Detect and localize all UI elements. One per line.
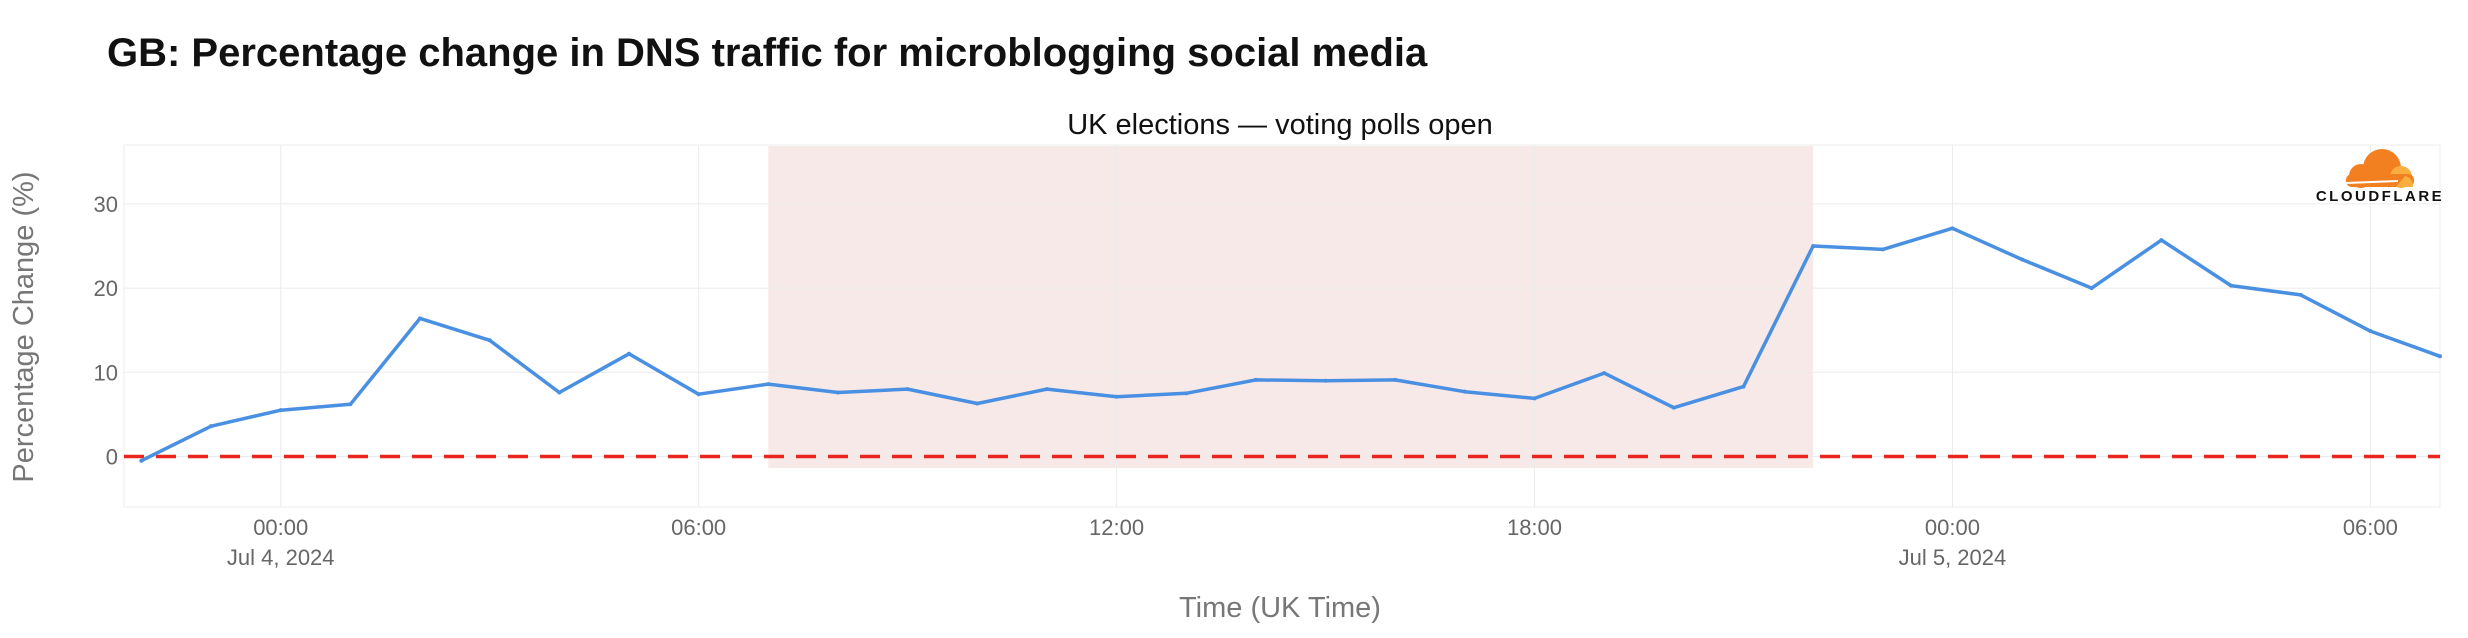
data-point bbox=[1602, 371, 1607, 376]
x-tick-date-label: Jul 5, 2024 bbox=[1899, 545, 2007, 570]
data-point bbox=[1880, 247, 1885, 252]
x-tick-label: 00:00 bbox=[253, 515, 308, 540]
x-tick-label: 00:00 bbox=[1925, 515, 1980, 540]
data-point bbox=[139, 458, 144, 463]
series-line bbox=[139, 226, 2442, 463]
x-tick-label: 18:00 bbox=[1507, 515, 1562, 540]
data-point bbox=[766, 382, 771, 387]
data-point bbox=[2298, 292, 2303, 297]
chart-title: GB: Percentage change in DNS traffic for… bbox=[107, 31, 1428, 75]
data-point bbox=[278, 408, 283, 413]
data-point bbox=[835, 390, 840, 395]
data-point bbox=[2229, 283, 2234, 288]
data-point bbox=[487, 338, 492, 343]
y-tick-label: 30 bbox=[94, 192, 118, 217]
data-point bbox=[2020, 257, 2025, 262]
y-tick-label: 10 bbox=[94, 360, 118, 385]
data-point bbox=[2438, 354, 2442, 359]
data-point bbox=[2159, 238, 2164, 243]
series-points bbox=[139, 226, 2442, 463]
data-point bbox=[418, 316, 423, 321]
y-tick-label: 0 bbox=[106, 444, 118, 469]
x-tick-label: 06:00 bbox=[671, 515, 726, 540]
data-point bbox=[1462, 389, 1467, 394]
data-point bbox=[1323, 378, 1328, 383]
data-point bbox=[348, 402, 353, 407]
data-point bbox=[626, 351, 631, 356]
data-point bbox=[905, 387, 910, 392]
cloudflare-wordmark: CLOUDFLARE bbox=[2316, 188, 2444, 205]
polls-open-shaded-region bbox=[768, 146, 1814, 468]
data-point bbox=[2089, 286, 2094, 291]
data-point bbox=[1811, 244, 1816, 249]
data-point bbox=[975, 401, 980, 406]
cloud-icon bbox=[2345, 149, 2414, 188]
x-axis-title: Time (UK Time) bbox=[1179, 592, 1381, 624]
data-point bbox=[696, 392, 701, 397]
data-point bbox=[1671, 405, 1676, 410]
y-axis-ticks: 0 10 20 30 bbox=[94, 192, 118, 470]
data-point bbox=[557, 390, 562, 395]
data-point bbox=[1741, 384, 1746, 389]
data-point bbox=[209, 424, 214, 429]
data-point bbox=[1950, 226, 1955, 231]
plot-area bbox=[123, 144, 2442, 508]
data-point bbox=[1532, 396, 1537, 401]
data-point bbox=[1044, 387, 1049, 392]
data-point bbox=[2368, 329, 2373, 334]
data-point bbox=[1393, 377, 1398, 382]
data-point bbox=[1253, 377, 1258, 382]
x-tick-label: 12:00 bbox=[1089, 515, 1144, 540]
x-tick-label: 06:00 bbox=[2343, 515, 2398, 540]
chart-subtitle: UK elections — voting polls open bbox=[1067, 109, 1493, 141]
data-point bbox=[1114, 394, 1119, 399]
x-axis-ticks: 00:00 Jul 4, 2024 06:00 12:00 18:00 00:00 Jul … bbox=[227, 515, 2398, 570]
data-point bbox=[1184, 391, 1189, 396]
x-tick-date-label: Jul 4, 2024 bbox=[227, 545, 335, 570]
y-axis-title: Percentage Change (%) bbox=[8, 171, 40, 482]
cloudflare-logo: CLOUDFLARE bbox=[2316, 149, 2444, 205]
y-tick-label: 20 bbox=[94, 276, 118, 301]
